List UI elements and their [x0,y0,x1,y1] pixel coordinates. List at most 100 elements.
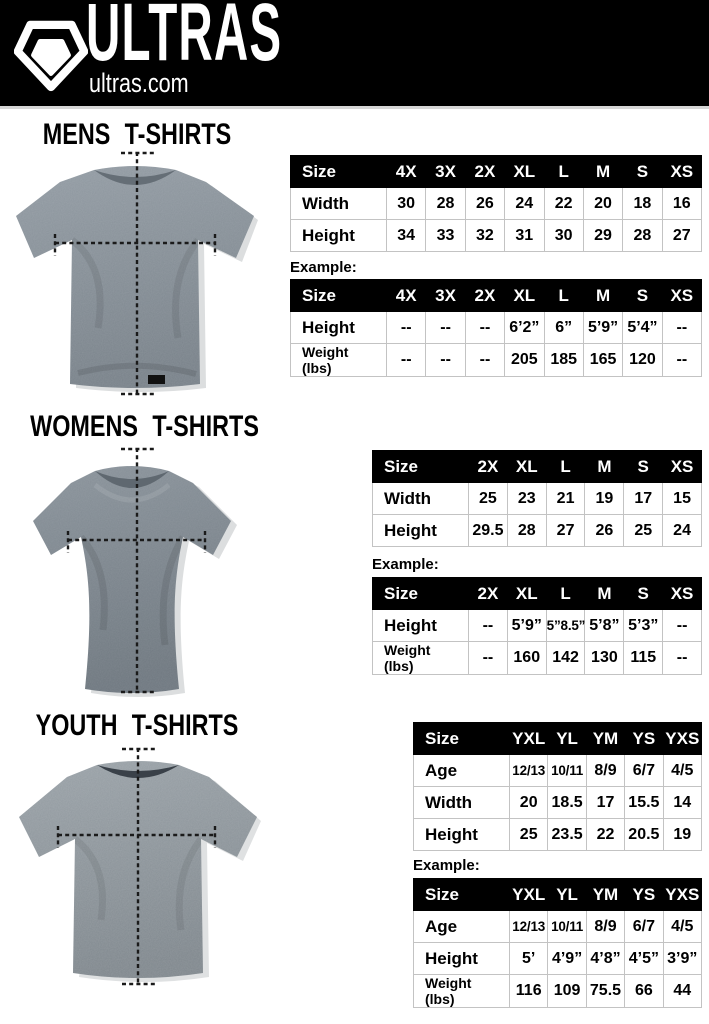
column-header: 2X [468,577,508,610]
cell-value: 18.5 [547,786,587,819]
cell-value: 160 [506,640,547,676]
youth-size-table: Size YXL YL YM YS YXS Age 12/13 10/11 8/9 6/7 4/5 Wi… [413,722,703,851]
cell-value: 75.5 [585,973,626,1009]
row-label: Width [290,187,387,220]
cell-value: 25 [468,482,508,515]
table-row: Height 29.5 28 27 26 25 24 [372,514,702,547]
cell-value: 4’8” [585,942,626,975]
cell-value: -- [425,342,466,378]
column-header: YM [585,878,626,911]
column-header: Size [372,450,469,483]
cell-value: -- [425,311,466,344]
cell-value: 4’9” [547,942,587,975]
row-label: Height [290,219,387,252]
table-row: Age 12/13 10/11 8/9 6/7 4/5 [413,754,703,787]
table-row: Width 25 23 21 19 17 15 [372,482,702,515]
column-header: XL [504,279,545,312]
cell-value: 26 [584,514,625,547]
cell-value: 22 [585,818,626,851]
cell-value: 21 [545,482,586,515]
measurement-lines [53,151,217,396]
column-header: YM [585,722,626,755]
cell-value: 25 [623,514,664,547]
cell-value: 5”8.5” [545,609,586,642]
column-header: L [543,279,584,312]
cell-value: 5’4” [622,311,663,344]
cell-value: 6/7 [624,910,664,943]
cell-value: 15 [662,482,702,515]
row-label: Height [372,609,469,642]
youth-example-table: Size YXL YL YM YS YXS Age 12/13 10/11 8/9 6/7 4/5 He… [413,878,703,1009]
cell-value: 3’9” [662,942,703,975]
youth-tshirt-image [19,747,261,986]
mens-size-table: Size 4X 3X 2X XL L M S XS Width 30 28 26 24 22 20 18 16 He… [290,155,703,252]
column-header: XL [506,577,547,610]
cell-value: 24 [662,514,702,547]
cell-value: 30 [385,187,427,220]
cell-value: 28 [622,219,663,252]
cell-value: 44 [662,973,703,1009]
cell-value: 22 [543,187,584,220]
mens-tshirt-image [16,151,258,396]
cell-value: 120 [622,342,663,378]
cell-value: 4’5” [624,942,664,975]
cell-value: 30 [543,219,584,252]
table-row: Height 25 23.5 22 20.5 19 [413,818,703,851]
cell-value: 185 [543,342,584,378]
column-header: Size [290,155,387,188]
cell-value: 24 [504,187,545,220]
cell-value: 29.5 [468,514,508,547]
womens-size-table: Size 2X XL L M S XS Width 25 23 21 19 17 15 Height 29.5… [372,450,702,547]
section-title-womens: WOMENS T-SHIRTS [30,410,259,443]
cell-value: 109 [547,973,587,1009]
column-header: M [582,155,624,188]
cell-value: 16 [661,187,703,220]
section-title-mens: MENS T-SHIRTS [42,118,232,151]
column-header: 2X [468,450,508,483]
table-row: Width 20 18.5 17 15.5 14 [413,786,703,819]
row-label: Width [413,786,510,819]
cell-value: 10/11 [547,754,587,787]
table-row: Weight (lbs) 116 109 75.5 66 44 [413,973,703,1009]
cell-value: 4/5 [662,910,703,943]
cell-value: 8/9 [585,910,626,943]
cell-value: 66 [624,973,664,1009]
cell-value: 27 [545,514,586,547]
column-header: Size [413,722,510,755]
column-header: XS [662,577,702,610]
cell-value: 19 [662,818,703,851]
column-header: 2X [464,279,506,312]
column-header: M [584,577,625,610]
column-header: S [622,279,663,312]
cell-value: 33 [425,219,466,252]
cell-value: 5’ [508,942,549,975]
cell-value: 5’9” [506,609,547,642]
cell-value: 5’9” [582,311,624,344]
hem-tag [148,375,165,384]
cell-value: -- [468,609,508,642]
cell-value: 12/13 [508,910,549,943]
cell-value: 17 [623,482,664,515]
column-header: L [543,155,584,188]
cell-value: -- [468,640,508,676]
cell-value: -- [662,640,702,676]
measurement-lines [56,747,217,986]
column-header: 3X [425,279,466,312]
cell-value: -- [385,342,427,378]
cell-value: 142 [545,640,586,676]
row-label: Width [372,482,469,515]
cell-value: 20 [508,786,549,819]
cell-value: 165 [582,342,624,378]
table-row: Weight (lbs) -- -- -- 205 185 165 120 -- [290,342,703,378]
womens-tshirt-image [33,447,237,697]
brand-site-url: ultras.com [89,68,189,98]
column-header: YXS [662,878,703,911]
row-label: Age [413,754,510,787]
cell-value: 23.5 [547,818,587,851]
cell-value: -- [464,311,506,344]
cell-value: 5’3” [623,609,664,642]
row-label: Weight (lbs) [413,973,510,1009]
cell-value: 17 [585,786,626,819]
column-header: 4X [385,155,427,188]
column-header: 3X [425,155,466,188]
